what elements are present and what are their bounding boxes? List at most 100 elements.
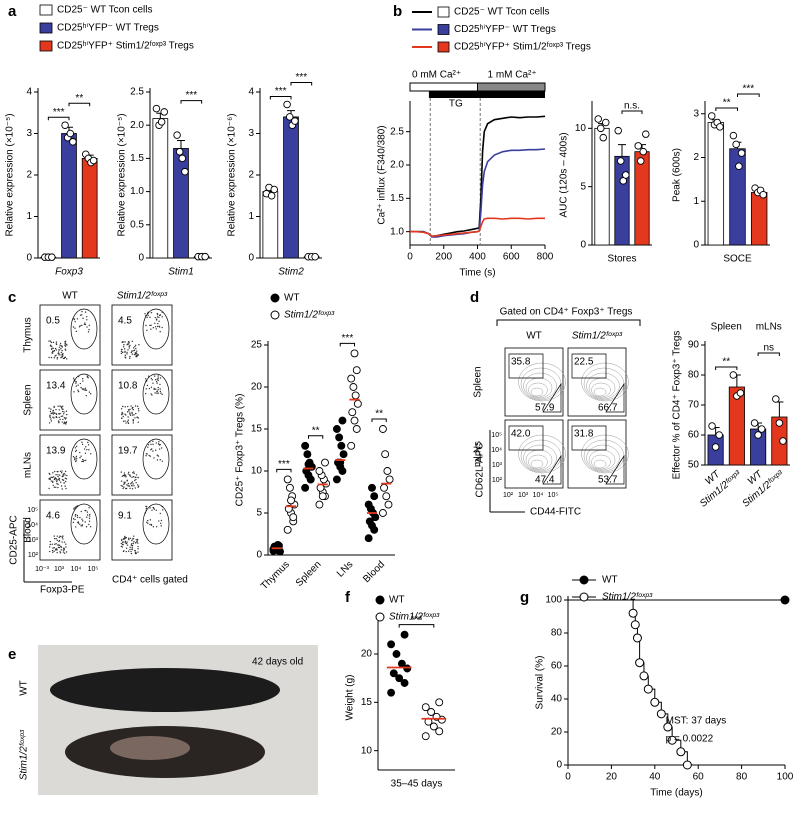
flow-dot	[86, 316, 88, 318]
flow-dot	[64, 344, 66, 346]
flow-dot	[131, 544, 134, 547]
flow-dot	[82, 317, 84, 320]
flow-dot	[149, 519, 152, 521]
flow-dot	[63, 417, 66, 419]
flow-dot	[59, 470, 62, 472]
flow-dot	[159, 388, 161, 390]
y-tick-label: 2	[693, 152, 699, 163]
flow-dot	[66, 358, 68, 360]
flow-dot	[156, 454, 159, 456]
sig-bracket	[339, 342, 356, 347]
flow-dot	[53, 405, 55, 408]
flow-dot	[64, 485, 66, 487]
flow-dot	[57, 546, 60, 549]
flow-dot	[75, 455, 78, 458]
flow-dot	[58, 544, 61, 547]
gate-value: 53.7	[598, 475, 618, 486]
legend-label: CD25ʰⁱYFP⁻ WT Tregs	[454, 24, 556, 35]
flow-dot	[62, 473, 65, 476]
sig-label: **	[312, 425, 320, 436]
data-point	[338, 416, 347, 425]
y-tick-label: 0.5	[130, 219, 144, 230]
flow-dot	[74, 457, 76, 459]
x-axis-label: 35–45 days	[391, 779, 443, 790]
flow-dot	[158, 326, 161, 328]
legend-label: CD25⁻ WT Tcon cells	[57, 5, 153, 16]
event-marker	[667, 735, 677, 745]
flow-dot	[52, 472, 54, 474]
data-point	[737, 149, 746, 157]
flow-dot	[123, 550, 125, 552]
flow-dot	[150, 324, 152, 327]
gate	[142, 373, 170, 415]
flow-dot	[75, 526, 77, 528]
flow-dot	[49, 344, 52, 346]
flow-dot	[154, 322, 156, 325]
data-point	[152, 104, 161, 113]
flow-dot	[153, 388, 155, 391]
gate	[571, 425, 607, 451]
data-point	[350, 416, 359, 425]
flow-dot	[58, 479, 61, 481]
flow-dot	[132, 537, 135, 540]
gate-value: 13.4	[46, 381, 66, 392]
bar	[614, 155, 630, 246]
gate	[542, 382, 562, 413]
legend-label: CD25ʰⁱYFP⁺ Stim1/2ᶠᵒˣᵖ³ Tregs	[454, 42, 591, 53]
bar	[750, 192, 768, 246]
flow-dot	[65, 417, 67, 419]
flow-dot	[65, 423, 67, 425]
ca-bar-1	[477, 82, 546, 92]
y-tick-label: 2.5	[130, 87, 144, 98]
flow-dot	[80, 510, 83, 513]
legend-marker	[375, 595, 385, 605]
data-point	[315, 467, 324, 475]
flow-dot	[144, 392, 147, 395]
flow-dot	[84, 452, 87, 454]
data-point	[599, 133, 608, 142]
contour	[530, 387, 544, 397]
flow-dot	[132, 406, 134, 409]
y-tick-label: 5	[256, 508, 262, 519]
x-tick-label: 800	[537, 252, 554, 263]
flow-dot	[50, 408, 52, 410]
flow-dot	[48, 422, 51, 424]
y-tick-label: 10²	[492, 477, 503, 484]
flow-dot	[55, 477, 57, 480]
data-point	[301, 441, 310, 450]
flow-dot	[157, 386, 159, 389]
flow-dot	[57, 470, 59, 473]
flow-dot	[57, 474, 59, 476]
flow-dot	[151, 394, 153, 396]
flow-dot	[61, 349, 63, 352]
gate	[605, 382, 625, 413]
sig-label: ***	[275, 86, 287, 97]
flow-dot	[125, 357, 127, 359]
flow-dot	[62, 551, 65, 553]
gate	[542, 454, 562, 485]
sig-bracket	[757, 352, 780, 356]
y-axis-label: Relative expression (×10⁻⁵)	[117, 113, 128, 236]
x-axis-label: Stores	[608, 254, 637, 265]
legend-label: WT	[602, 575, 618, 586]
flow-dot	[133, 353, 136, 356]
data-point	[779, 437, 787, 445]
sig-bracket	[398, 624, 435, 628]
flow-dot	[134, 405, 137, 407]
flow-dot	[78, 326, 81, 328]
flow-dot	[153, 457, 155, 459]
flow-dot	[52, 347, 54, 349]
row-label: Blood	[23, 517, 34, 543]
flow-dot	[131, 481, 134, 483]
flow-dot	[55, 479, 57, 481]
axis-arrow	[489, 430, 525, 513]
flow-dot	[58, 416, 60, 419]
x-axis-label: Foxp3-PE	[40, 585, 85, 596]
event-marker	[630, 620, 640, 630]
flow-dot	[127, 416, 129, 418]
y-axis-label: CD25⁺ Foxp3⁺ Tregs (%)	[235, 394, 246, 507]
flow-dot	[53, 538, 56, 540]
flow-dot	[81, 441, 83, 443]
flow-dot	[74, 447, 77, 449]
flow-dot	[90, 453, 92, 455]
